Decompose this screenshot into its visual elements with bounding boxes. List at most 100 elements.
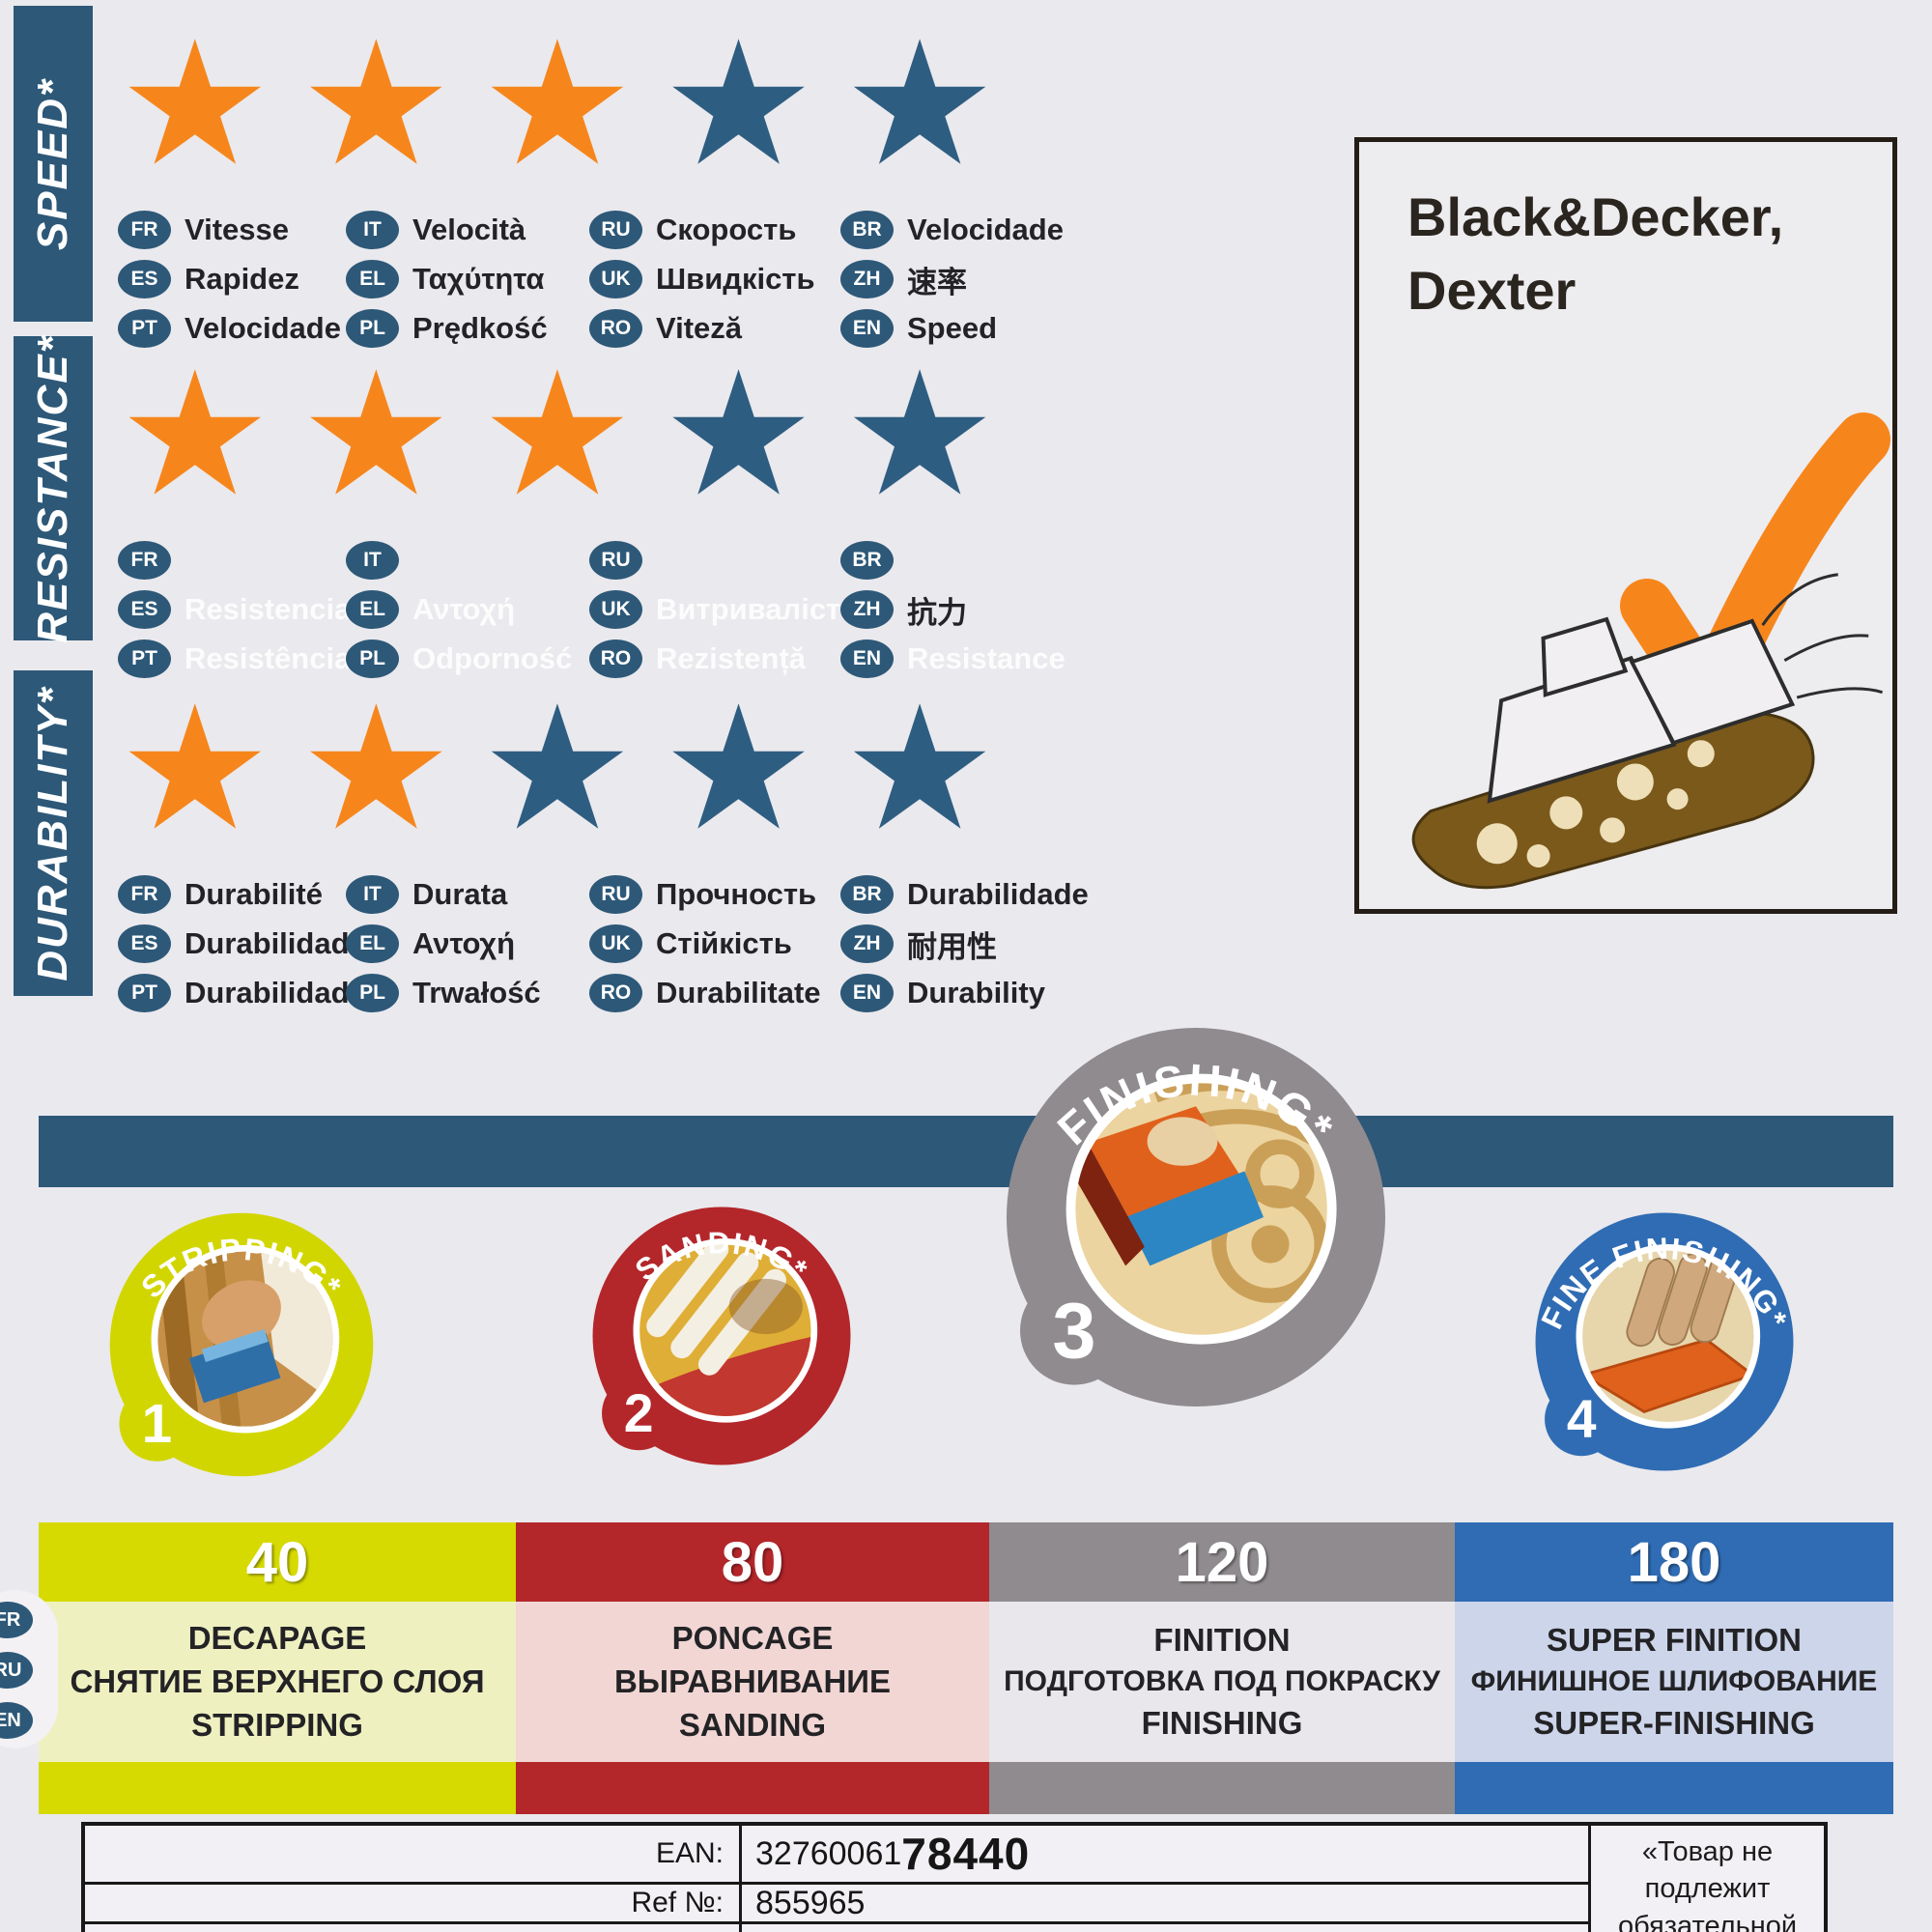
- speed-language-grid: FR Vitesse ES Rapidez PT Velocidade IT Veloc…: [118, 211, 1333, 348]
- star-icon: ★: [842, 338, 1024, 530]
- grit-column-40: 40 DECAPAGE СНЯТИЕ ВЕРХНЕГО СЛОЯ STRIPPI…: [39, 1522, 516, 1814]
- lang-label: Durata: [412, 877, 508, 911]
- durability-language-grid: FR Durabilité ES Durabilidad PT Durabilidad…: [118, 875, 1333, 1012]
- lang-item: IT Durata: [346, 875, 589, 914]
- lang-badge: FR: [0, 1602, 33, 1638]
- star-icon: ★: [298, 8, 481, 200]
- table-row-model: Модель поставщика: BN2521: [85, 1924, 1588, 1932]
- lang-item: IT: [346, 541, 589, 580]
- lang-item: IT Velocità: [346, 211, 589, 249]
- lang-badge: EL: [346, 590, 399, 629]
- step-badge-sanding: SANDING* 2: [592, 1207, 851, 1465]
- lang-badge: ZH: [840, 260, 894, 298]
- lang-item: UK Швидкість: [589, 260, 840, 298]
- lang-badge: IT: [346, 541, 399, 580]
- grit-footer: [516, 1762, 989, 1814]
- grit-line-ru: ПОДГОТОВКА ПОД ПОКРАСКУ: [1004, 1665, 1440, 1697]
- stripping-photo: [157, 1251, 333, 1427]
- resistance-language-grid: FR ES Resistencia PT Resistência IT EL Αντο…: [118, 541, 1333, 678]
- model-value: BN2521: [742, 1924, 1588, 1932]
- grit-column-180: 180 SUPER FINITION ФИНИШНОЕ ШЛИФОВАНИЕ S…: [1455, 1522, 1893, 1814]
- lang-badge: BR: [840, 541, 894, 580]
- grit-column-120: 120 FINITION ПОДГОТОВКА ПОД ПОКРАСКУ FIN…: [989, 1522, 1455, 1814]
- grit-labels: PONCAGE ВЫРАВНИВАНИЕ SANDING: [516, 1602, 989, 1762]
- lang-column: IT Velocità EL Ταχύτητα PL Prędkość: [346, 211, 589, 348]
- sander-pad-holes: [1476, 740, 1715, 868]
- lang-item: EL Ταχύτητα: [346, 260, 589, 298]
- lang-badge: ES: [118, 590, 171, 629]
- speed-sidebar: SPEED*: [14, 6, 93, 322]
- grit-column-80: 80 PONCAGE ВЫРАВНИВАНИЕ SANDING: [516, 1522, 989, 1814]
- sanding-photo: [639, 1244, 811, 1416]
- grit-labels: SUPER FINITION ФИНИШНОЕ ШЛИФОВАНИЕ SUPER…: [1455, 1602, 1893, 1762]
- lang-badge: BR: [840, 875, 894, 914]
- grit-line-en: SANDING: [678, 1707, 827, 1743]
- lang-item: EN Resistance: [840, 639, 1333, 678]
- lang-badge: RU: [589, 211, 642, 249]
- lang-item: ES Rapidez: [118, 260, 346, 298]
- lang-item: BR Durabilidade: [840, 875, 1333, 914]
- step-number: 2: [624, 1383, 654, 1443]
- lang-badge: FR: [118, 211, 171, 249]
- lang-label: Durabilitate: [656, 976, 821, 1009]
- lang-label: Rapidez: [185, 262, 299, 296]
- lang-badge: IT: [346, 875, 399, 914]
- lang-badge: RU: [0, 1652, 33, 1689]
- star-icon: ★: [661, 338, 843, 530]
- lang-item: ZH 速率: [840, 260, 1333, 299]
- ean-prefix: 32760061: [755, 1834, 902, 1872]
- lang-item: RU: [589, 541, 840, 580]
- lang-badge: RU: [589, 541, 642, 580]
- lang-label: Скорость: [656, 213, 797, 246]
- certification-notice: «Товар не подлежит обязательной сертифик…: [1588, 1826, 1824, 1932]
- lang-label: 耐用性: [907, 929, 997, 964]
- ean-label: EAN:: [85, 1826, 742, 1882]
- step-number: 1: [142, 1393, 172, 1454]
- lang-badge: PT: [118, 974, 171, 1012]
- grit-labels: DECAPAGE СНЯТИЕ ВЕРХНЕГО СЛОЯ STRIPPING: [39, 1602, 516, 1762]
- star-icon: ★: [118, 672, 299, 865]
- lang-badge: PL: [346, 974, 399, 1012]
- lang-badge: EL: [346, 260, 399, 298]
- lang-column: IT EL Αντοχή PL Odporność: [346, 541, 589, 678]
- lang-badge: UK: [589, 260, 642, 298]
- step-number: 4: [1567, 1389, 1597, 1449]
- grit-line-ru: СНЯТИЕ ВЕРХНЕГО СЛОЯ: [70, 1663, 485, 1699]
- lang-label: Vitesse: [185, 213, 290, 246]
- table-row-ref: Ref №: 855965: [85, 1885, 1588, 1924]
- grit-line-ru: ВЫРАВНИВАНИЕ: [613, 1663, 892, 1699]
- step-badge-finishing: FINISHING* 3: [1007, 1028, 1385, 1406]
- lang-label: Durabilidade: [907, 877, 1089, 911]
- lang-badge: EL: [346, 924, 399, 963]
- lang-badge: EN: [840, 639, 894, 678]
- lang-column: RU Прочность UK Стійкість RO Durabilitate: [589, 875, 840, 1012]
- lang-item: RU Скорость: [589, 211, 840, 249]
- ref-value: 855965: [755, 1884, 866, 1921]
- star-icon: ★: [298, 672, 481, 865]
- lang-label: Durability: [907, 976, 1045, 1009]
- lang-label: Velocità: [412, 213, 526, 246]
- durability-content: ★★★★★ FR Durabilité ES Durabilidad PT Durab…: [93, 670, 1333, 1012]
- compatibility-box: Black&Decker, Dexter: [1354, 137, 1897, 914]
- lang-label: Velocidade: [907, 213, 1064, 246]
- lang-badge: FR: [118, 541, 171, 580]
- star-icon: ★: [118, 8, 299, 200]
- grit-number: 180: [1455, 1522, 1893, 1602]
- lang-label: Стійкість: [656, 926, 792, 960]
- finishing-photo: [1075, 1083, 1327, 1335]
- lang-item: FR Vitesse: [118, 211, 346, 249]
- lang-item: EN Durability: [840, 974, 1333, 1012]
- star-icon: ★: [480, 338, 662, 530]
- lang-label: Витривалість: [656, 592, 860, 626]
- table-row-ean: EAN: 32760061 78440: [85, 1826, 1588, 1885]
- notice-line: обязательной: [1617, 1910, 1798, 1932]
- lang-label: Rezistență: [656, 641, 807, 675]
- grit-footer: [989, 1762, 1455, 1814]
- motion-lines: [1761, 573, 1884, 699]
- lang-item: RO Viteză: [589, 309, 840, 348]
- resistance-title: RESISTANCE*: [29, 333, 76, 643]
- resistance-content: ★★★★★ FR ES Resistencia PT Resistência IT …: [93, 336, 1333, 678]
- lang-badge: UK: [589, 924, 642, 963]
- lang-item: EN Speed: [840, 309, 1333, 348]
